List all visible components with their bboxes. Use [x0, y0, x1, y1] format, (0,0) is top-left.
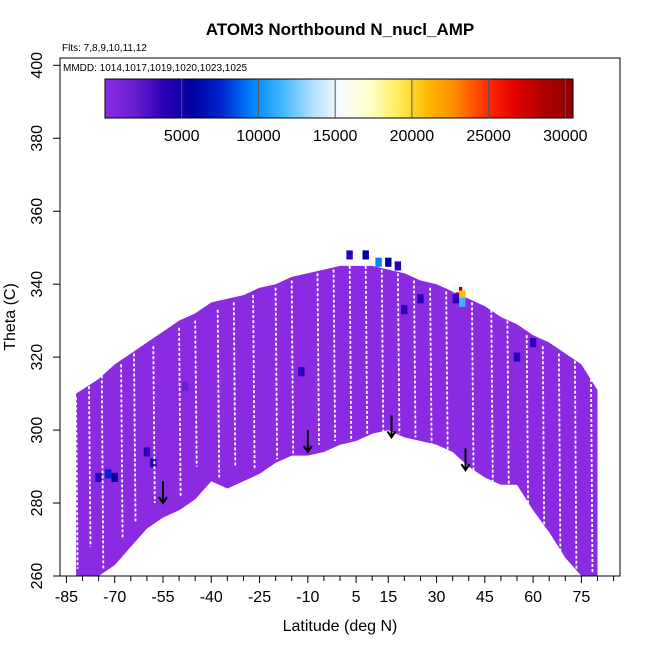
hotspot-cell [394, 261, 402, 271]
flight-track [232, 302, 237, 467]
flight-track [413, 280, 417, 438]
hotspot-cell [529, 338, 537, 348]
x-tick-label: -85 [55, 589, 78, 606]
colorbar: 5000 10000 15000 20000 25000 30000 [104, 78, 588, 145]
flight-track [397, 273, 401, 434]
envelope-fill [76, 265, 598, 576]
marker-arrow [158, 481, 168, 505]
y-axis-label: Theta (C) [2, 283, 19, 351]
colorbar-tick-label: 5000 [164, 128, 200, 145]
flight-track [100, 375, 105, 569]
y-tick-label: 280 [29, 490, 46, 517]
colorbar-bar [104, 78, 574, 119]
hotspot-layer [95, 250, 537, 482]
flight-track [75, 397, 79, 569]
flight-track [380, 269, 385, 438]
flight-track [316, 273, 320, 445]
marker-arrow [302, 430, 313, 454]
flight-track [506, 320, 510, 504]
flight-track [216, 309, 221, 478]
flight-track [364, 265, 369, 434]
colorbar-tick-label: 25000 [466, 128, 511, 145]
x-tick-label: 60 [524, 589, 542, 606]
x-tick-label: -70 [103, 589, 126, 606]
hotspot-cell [111, 472, 118, 482]
flight-track [274, 287, 278, 460]
hotspot-cell [143, 447, 151, 457]
x-tick-label: 15 [379, 589, 397, 606]
flight-track [541, 346, 546, 547]
flight-track [590, 378, 594, 573]
hotspot-cell [362, 250, 369, 260]
hotspot-cell [105, 469, 112, 479]
flight-track [558, 353, 562, 558]
y-tick-label: 260 [29, 563, 46, 590]
marker-arrow [460, 448, 471, 473]
flight-track [429, 287, 433, 445]
y-tick-label: 400 [29, 52, 46, 79]
hotspot-cell [298, 367, 305, 377]
x-tick-label: 30 [428, 589, 446, 606]
y-axis: 260 280 300 320 340 360 380 400 [29, 52, 60, 590]
flight-track [252, 295, 256, 471]
flight-track-layer [75, 265, 594, 573]
flight-track [290, 280, 295, 456]
hotspot-cell [375, 257, 382, 267]
hotspot-cell [95, 472, 102, 482]
x-tick-label: 5 [352, 589, 361, 606]
colorbar-tick-label: 10000 [236, 128, 281, 145]
hotspot-cell [513, 352, 521, 362]
x-tick-label: 45 [476, 589, 494, 606]
hotspot-cell [459, 290, 466, 300]
flight-track [445, 291, 449, 456]
y-tick-label: 380 [29, 125, 46, 152]
hotspot-cell [346, 250, 353, 260]
flight-track [348, 265, 353, 442]
colorbar-tick-label: 15000 [313, 128, 358, 145]
hotspot-cell [452, 283, 459, 293]
hotspot-cell [452, 294, 459, 304]
hotspot-cell [182, 381, 189, 391]
colorbar-tick-label: 30000 [543, 128, 588, 145]
x-tick-label: -55 [151, 589, 174, 606]
chart-title: ATOM3 Northbound N_nucl_AMP [206, 20, 475, 39]
y-tick-label: 340 [29, 271, 46, 298]
x-axis: -85 -70 -55 -40 -25 -10 5 15 30 45 60 75 [55, 576, 615, 606]
x-axis-label: Latitude (deg N) [283, 618, 398, 635]
flight-track [120, 364, 124, 540]
hotspot-cell [417, 294, 424, 304]
marker-arrow [386, 415, 397, 440]
hotspot-cell [455, 286, 463, 296]
x-tick-label: -10 [296, 589, 319, 606]
hotspot-cell [459, 297, 466, 307]
y-tick-label: 320 [29, 344, 46, 371]
flight-track [178, 327, 182, 496]
flight-track [88, 386, 92, 547]
flights-note: Flts: 7,8,9,10,11,12 [62, 43, 147, 54]
flight-track [194, 320, 198, 467]
flight-track [525, 335, 530, 525]
flight-track [133, 353, 137, 522]
flight-track [332, 269, 336, 442]
arrow-layer [158, 415, 471, 505]
flight-track [490, 309, 494, 482]
hotspot-cell [150, 458, 157, 468]
hotspot-cell [385, 257, 392, 267]
colorbar-tick-label: 20000 [390, 128, 435, 145]
flight-track [152, 346, 156, 504]
flight-track [471, 302, 475, 471]
x-tick-label: -40 [200, 589, 223, 606]
x-tick-label: 75 [572, 589, 590, 606]
y-tick-label: 300 [29, 417, 46, 444]
y-tick-label: 360 [29, 198, 46, 225]
hotspot-cell [401, 305, 408, 315]
data-envelope [76, 265, 598, 576]
colorbar-ticks: 5000 10000 15000 20000 25000 30000 [164, 79, 588, 145]
x-tick-label: -25 [248, 589, 271, 606]
dates-note: MMDD: 1014,1017,1019,1020,1023,1025 [63, 63, 247, 74]
